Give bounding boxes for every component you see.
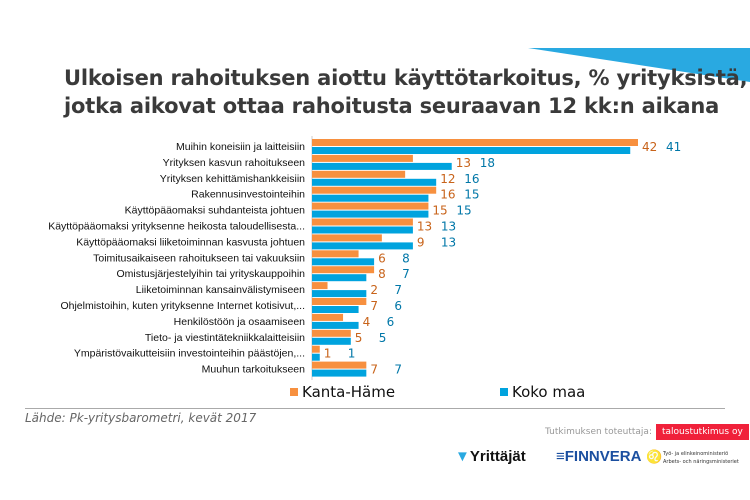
bar-kanta-hame	[312, 266, 375, 274]
data-label: 13	[417, 220, 432, 234]
data-label: 13	[456, 156, 471, 170]
bar-koko-maa	[312, 337, 351, 345]
category-label: Ympäristövaikutteisiin investointeihin p…	[74, 348, 305, 360]
category-label: Käyttöpääomaksi yrityksenne heikosta tal…	[48, 221, 305, 233]
bar-kanta-hame	[312, 313, 344, 321]
bar-koko-maa	[312, 178, 437, 186]
bar-kanta-hame	[312, 282, 328, 290]
data-label: 7	[402, 267, 410, 281]
bar-chart: Muihin koneisiin ja laitteisiin 42 41Yrity…	[48, 136, 681, 380]
source-note: Lähde: Pk-yritysbarometri, kevät 2017	[25, 411, 257, 425]
category-label: Muuhun tarkoitukseen	[202, 364, 305, 376]
category-label: Yrityksen kehittämishankkeisiin	[160, 173, 305, 185]
tem-logo: Työ- ja elinkeinoministeriö Arbets- och n…	[663, 451, 739, 465]
data-label: 1	[324, 347, 332, 361]
bar-kanta-hame	[312, 345, 320, 353]
data-label: 6	[394, 299, 402, 313]
category-label: Muihin koneisiin ja laitteisiin	[176, 141, 305, 153]
data-label: 42	[642, 140, 657, 154]
bar-koko-maa	[312, 226, 413, 234]
category-label: Käyttöpääomaksi suhdanteista johtuen	[125, 205, 306, 217]
bar-koko-maa	[312, 290, 367, 298]
data-label: 15	[464, 188, 479, 202]
lion-emblem-icon: ♌	[646, 449, 663, 464]
category-label: Ohjelmistoihin, kuten yrityksenne Intern…	[60, 300, 305, 312]
bar-koko-maa	[312, 306, 359, 313]
legend-kanta-hame: Kanta-Häme	[290, 383, 395, 401]
bar-kanta-hame	[312, 202, 429, 210]
category-label: Käyttöpääomaksi liiketoiminnan kasvusta …	[76, 236, 305, 248]
divider	[25, 408, 725, 409]
legend-swatch	[290, 388, 298, 396]
data-label: 2	[370, 283, 378, 297]
category-label: Omistusjärjestelyihin tai yrityskauppoih…	[117, 268, 306, 280]
data-label: 16	[440, 188, 455, 202]
data-label: 4	[363, 315, 371, 329]
data-label: 1	[348, 347, 356, 361]
bar-koko-maa	[312, 369, 367, 377]
data-label: 8	[378, 267, 386, 281]
data-label: 13	[441, 235, 456, 249]
data-label: 9	[417, 235, 425, 249]
bar-kanta-hame	[312, 329, 351, 337]
bar-kanta-hame	[312, 218, 413, 226]
data-label: 7	[370, 363, 378, 377]
category-label: Henkilöstöön ja osaamiseen	[174, 316, 305, 328]
bar-koko-maa	[312, 194, 429, 202]
bar-kanta-hame	[312, 139, 638, 146]
category-label: Tieto- ja viestintätekniikkalaitteisiin	[145, 332, 305, 344]
bar-kanta-hame	[312, 186, 437, 194]
implementer-label: Tutkimuksen toteuttaja:	[545, 427, 652, 437]
data-label: 7	[394, 363, 402, 377]
data-label: 6	[378, 251, 386, 265]
implementer-badge: taloustutkimus oy	[656, 424, 749, 440]
bar-kanta-hame	[312, 170, 406, 178]
chart-title: Ulkoisen rahoituksen aiottu käyttötarkoi…	[64, 66, 748, 118]
bar-kanta-hame	[312, 154, 413, 162]
bar-kanta-hame	[312, 234, 382, 242]
legend-koko-maa: Koko maa	[500, 383, 585, 401]
legend-swatch	[500, 388, 508, 396]
data-label: 7	[370, 299, 378, 313]
data-label: 6	[387, 315, 395, 329]
yrittajat-logo: ▼Yrittäjät	[455, 448, 526, 465]
category-label: Liiketoiminnan kansainvälistymiseen	[136, 284, 305, 296]
category-label: Rakennusinvestointeihin	[191, 189, 305, 201]
bar-kanta-hame	[312, 250, 359, 258]
bar-koko-maa	[312, 274, 367, 282]
data-label: 15	[432, 204, 447, 218]
bar-koko-maa	[312, 162, 452, 170]
data-label: 18	[480, 156, 495, 170]
bar-koko-maa	[312, 242, 413, 250]
bar-koko-maa	[312, 147, 631, 154]
bar-koko-maa	[312, 353, 320, 361]
data-label: 16	[464, 172, 479, 186]
bar-koko-maa	[312, 258, 375, 266]
data-label: 5	[355, 331, 363, 345]
data-label: 15	[456, 204, 471, 218]
bar-kanta-hame	[312, 361, 367, 369]
bar-kanta-hame	[312, 298, 367, 305]
data-label: 41	[666, 140, 681, 154]
bar-koko-maa	[312, 321, 359, 329]
category-label: Yrityksen kasvun rahoitukseen	[163, 157, 306, 169]
data-label: 8	[402, 251, 410, 265]
data-label: 5	[379, 331, 387, 345]
data-label: 13	[441, 220, 456, 234]
data-label: 7	[394, 283, 402, 297]
finnvera-logo: ≡FINNVERA	[556, 448, 642, 465]
bar-koko-maa	[312, 210, 429, 218]
data-label: 12	[440, 172, 455, 186]
category-label: Toimitusaikaiseen rahoitukseen tai vakuu…	[93, 252, 305, 264]
